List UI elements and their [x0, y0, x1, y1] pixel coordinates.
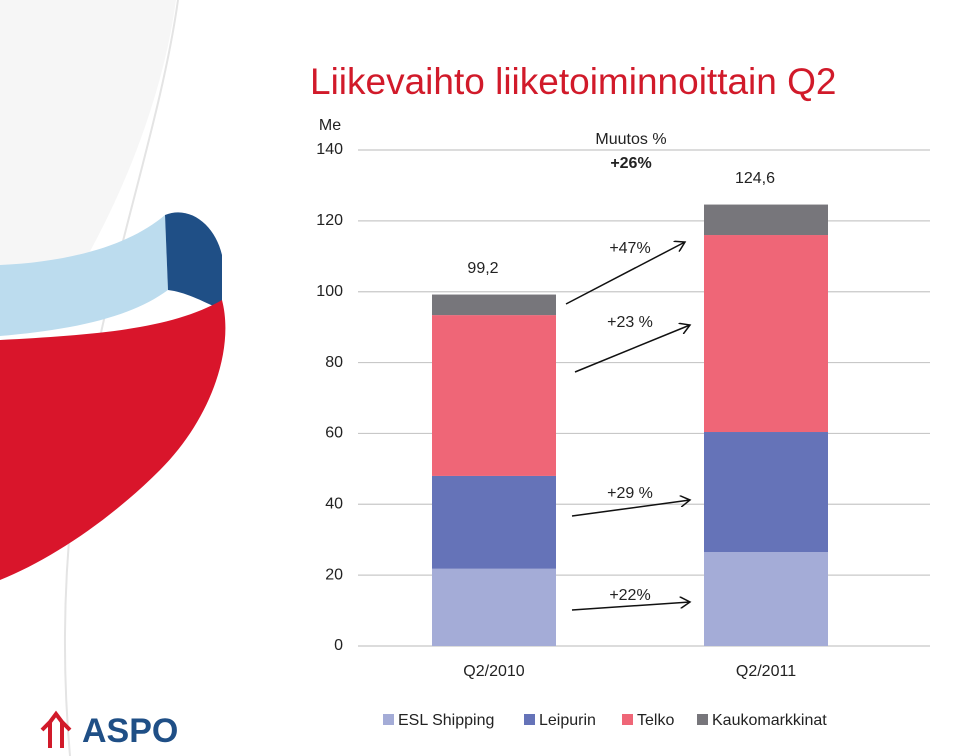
x-tick-label: Q2/2010	[463, 663, 524, 680]
legend-swatch	[697, 714, 708, 725]
y-tick-label: 60	[325, 425, 343, 442]
arrow	[571, 602, 690, 611]
bar-segment	[432, 568, 556, 646]
legend-label: ESL Shipping	[398, 712, 494, 729]
arrow	[571, 500, 690, 517]
bar-segment	[704, 204, 828, 236]
annotation: +22%	[609, 587, 650, 604]
y-tick-label: 100	[316, 283, 343, 300]
logo-text: ASPO	[82, 712, 178, 750]
legend-label: Kaukomarkkinat	[712, 712, 827, 729]
total-label: 99,2	[467, 260, 498, 277]
y-tick-label: 80	[325, 354, 343, 371]
annotation: +23 %	[607, 314, 653, 331]
y-tick-label: 40	[325, 496, 343, 513]
annotation: +47%	[609, 240, 650, 257]
legend-swatch	[383, 714, 394, 725]
legend-label: Telko	[637, 712, 674, 729]
total-label: 124,6	[735, 170, 775, 187]
annotation: Muutos %	[595, 131, 666, 148]
y-tick-label: 120	[316, 212, 343, 229]
annotation: +26%	[610, 155, 651, 172]
background-decoration	[0, 0, 226, 756]
legend-swatch	[524, 714, 535, 725]
y-tick-label: 0	[334, 637, 343, 654]
arrow	[565, 242, 685, 305]
bar-segment	[432, 475, 556, 569]
bar-segment	[432, 315, 556, 476]
y-tick-label: 140	[316, 141, 343, 158]
bar-segment	[704, 552, 828, 646]
legend-label: Leipurin	[539, 712, 596, 729]
y-tick-label: 20	[325, 566, 343, 583]
bar-segment	[704, 432, 828, 553]
logo: ASPO	[40, 710, 178, 750]
bar-segment	[432, 294, 556, 316]
chart-title: Liikevaihto liiketoiminnoittain Q2	[310, 61, 837, 102]
x-tick-label: Q2/2011	[736, 663, 796, 680]
bar-segment	[704, 235, 828, 433]
y-axis-unit: Me	[319, 117, 341, 134]
legend-swatch	[622, 714, 633, 725]
annotation: +29 %	[607, 485, 653, 502]
arrow	[574, 325, 690, 373]
